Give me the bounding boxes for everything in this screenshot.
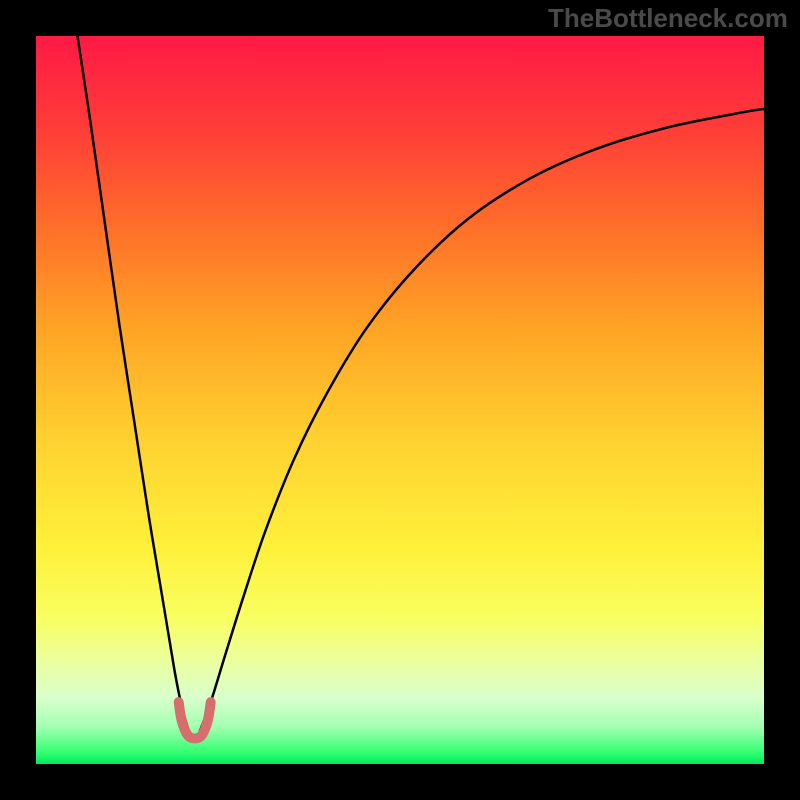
watermark-text: TheBottleneck.com — [548, 3, 788, 34]
chart-container: TheBottleneck.com — [0, 0, 800, 800]
bottleneck-chart — [36, 36, 764, 764]
gradient-background — [36, 36, 764, 764]
